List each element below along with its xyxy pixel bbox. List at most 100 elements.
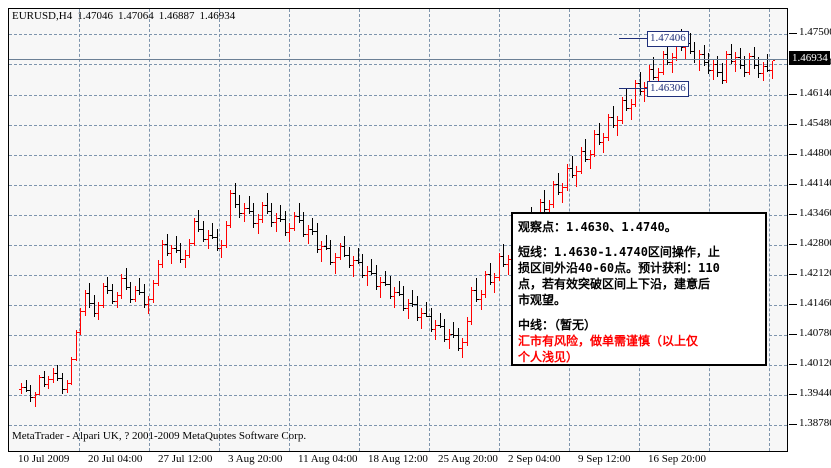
price-bar [458,327,459,352]
price-bar-open-tick [365,275,367,277]
price-bar-open-tick [306,233,308,235]
price-bar-open-tick [711,69,713,71]
price-bar-open-tick [401,294,403,296]
price-bar-close-tick [604,137,606,139]
price-bar-open-tick [733,60,735,62]
price-tick-label: 1.38780 [799,417,831,429]
price-bar-open-tick [183,259,185,261]
price-bar [271,203,272,227]
quote-value-3: 1.46934 [199,10,236,22]
price-bar-close-tick [172,248,174,250]
price-tick [789,303,797,305]
price-bar-open-tick [542,202,544,204]
price-bar-open-tick [151,299,153,301]
price-bar-open-tick [392,296,394,298]
price-bar [299,203,300,224]
price-bar-close-tick [718,72,720,74]
price-bar-open-tick [110,290,112,292]
price-bar [212,223,213,240]
price-bar-open-tick [624,100,626,102]
price-bar [581,146,582,174]
price-axis[interactable]: 1.475001.468201.461401.454801.448001.441… [789,0,831,468]
price-bar-close-tick [322,245,324,247]
price-bar [640,72,641,95]
price-bar-open-tick [265,205,267,207]
price-bar [380,277,381,298]
price-bar [744,56,745,77]
price-bar-open-tick [465,342,467,344]
price-bar-open-tick [83,311,85,313]
price-bar-open-tick [565,187,567,189]
price-bar [590,149,591,170]
price-bar-close-tick [563,187,565,189]
time-axis[interactable]: 10 Jul 2009 20 Jul 04:00 27 Jul 12:00 3 Aug… [0,452,831,468]
gridline-h-8 [9,275,787,277]
price-bar-open-tick [501,255,503,257]
price-bar-open-tick [256,223,258,225]
price-bar [244,203,245,223]
price-tick [789,334,797,336]
price-bar [98,302,99,321]
gridline-h-0 [9,34,787,35]
price-bar [481,289,482,310]
price-bar-open-tick [274,222,276,224]
price-bar-close-tick [245,207,247,209]
price-bar-open-tick [629,107,631,109]
price-bar-open-tick [752,56,754,58]
price-bar [107,277,108,295]
price-bar [467,317,468,346]
gridline-h-3 [9,124,787,126]
price-bar [417,296,418,321]
price-bar-close-tick [436,324,438,326]
price-bar-close-tick [759,73,761,75]
price-bar-open-tick [738,57,740,59]
price-bar-close-tick [149,299,151,301]
price-bar-close-tick [727,54,729,56]
annotation-line: 短线：1.4630-1.4740区间操作，止 [518,245,720,259]
price-bar-close-tick [281,218,283,220]
price-bar-open-tick [410,303,412,305]
price-bar-open-tick [483,294,485,296]
time-tick-label: 18 Aug 12:00 [368,453,428,465]
price-bar-close-tick [668,61,670,63]
price-bar-open-tick [397,291,399,293]
price-bar-close-tick [313,231,315,233]
price-bar-open-tick [597,133,599,135]
price-bar [39,374,40,396]
price-bar [499,252,500,281]
price-bar [76,329,77,362]
price-bar [135,285,136,303]
time-tick-label: 10 Jul 2009 [18,453,70,465]
price-bar-open-tick [37,393,39,395]
price-bar [608,113,609,141]
price-bar-close-tick [222,244,224,246]
analysis-annotation-box[interactable]: 观察点：1.4630、1.4740。 短线：1.4630-1.4740区间操作，止… [511,212,767,366]
price-bar-open-tick [224,244,226,246]
level-price-tag[interactable]: 1.46306 [647,80,689,97]
price-bar-close-tick [695,58,697,60]
price-bar-open-tick [442,326,444,328]
price-tick [789,93,797,95]
annotation-line: 市观望。 [518,293,567,307]
price-bar-open-tick [424,312,426,314]
price-bar-open-tick [606,137,608,139]
level-price-tag[interactable]: 1.47406 [647,31,689,48]
price-bar-open-tick [633,103,635,105]
price-bar [431,307,432,333]
price-bar [508,254,509,276]
annotation-line: 损区间外沿40-60点。预计获利：110 [518,261,720,275]
price-bar [394,287,395,308]
price-bar-open-tick [374,272,376,274]
level-leader-line [619,38,647,40]
price-bar-open-tick [28,390,30,392]
price-bar [162,240,163,269]
price-bar-open-tick [688,42,690,44]
price-bar-open-tick [497,277,499,279]
price-bar [426,302,427,318]
price-bar [158,260,159,286]
price-bar-close-tick [577,170,579,172]
price-bar [635,79,636,107]
price-bar [653,57,654,80]
price-bar [167,233,168,256]
price-bar-open-tick [579,170,581,172]
